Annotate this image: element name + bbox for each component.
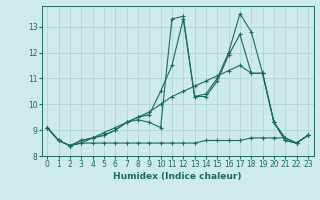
X-axis label: Humidex (Indice chaleur): Humidex (Indice chaleur) xyxy=(113,172,242,181)
